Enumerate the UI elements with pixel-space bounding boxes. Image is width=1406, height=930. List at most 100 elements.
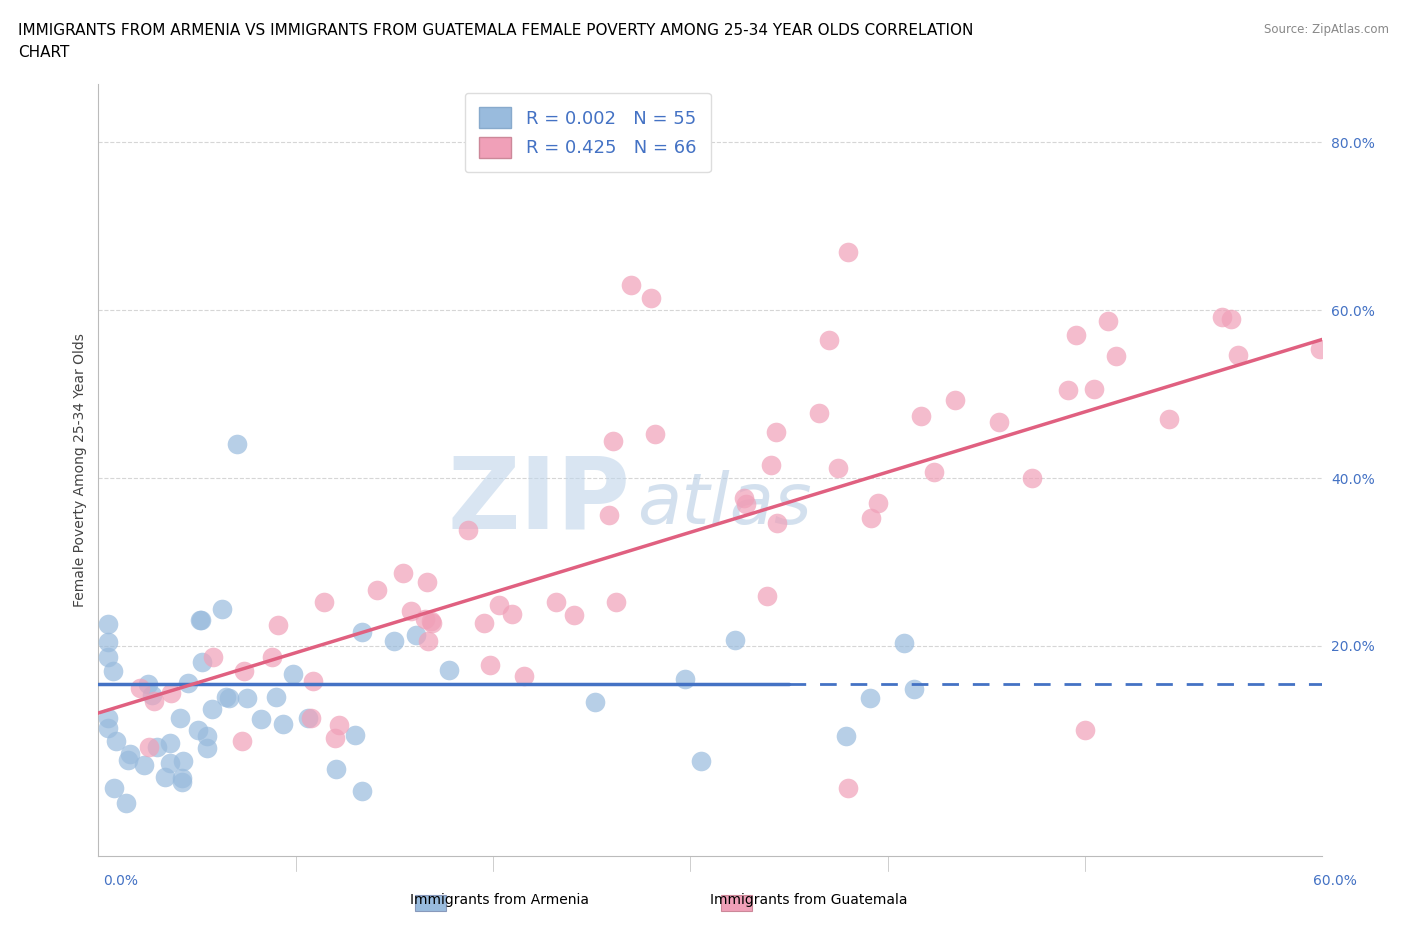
Point bbox=[859, 691, 882, 706]
Point bbox=[160, 685, 183, 700]
Point bbox=[172, 753, 194, 768]
Point bbox=[176, 675, 198, 690]
Point bbox=[735, 497, 758, 512]
Point bbox=[138, 739, 160, 754]
Point bbox=[399, 604, 422, 618]
Text: ZIP: ZIP bbox=[447, 452, 630, 549]
Point bbox=[818, 332, 841, 347]
Point bbox=[159, 756, 181, 771]
Point bbox=[1157, 412, 1180, 427]
Point bbox=[413, 611, 436, 626]
Point bbox=[420, 613, 443, 628]
Point bbox=[214, 689, 236, 704]
Point bbox=[987, 414, 1010, 429]
Legend: R = 0.002   N = 55, R = 0.425   N = 66: R = 0.002 N = 55, R = 0.425 N = 66 bbox=[464, 93, 711, 172]
Point bbox=[808, 405, 831, 420]
Point bbox=[859, 511, 882, 525]
Point bbox=[690, 754, 713, 769]
Point bbox=[190, 654, 212, 669]
Point bbox=[266, 690, 288, 705]
Point bbox=[1226, 347, 1249, 362]
Point bbox=[328, 718, 350, 733]
Point bbox=[232, 664, 254, 679]
Point bbox=[297, 711, 319, 726]
Text: 0.0%: 0.0% bbox=[103, 874, 138, 888]
Text: Immigrants from Armenia: Immigrants from Armenia bbox=[409, 893, 589, 907]
Point bbox=[218, 691, 240, 706]
Point bbox=[644, 427, 666, 442]
Point bbox=[97, 649, 120, 664]
Point bbox=[103, 781, 125, 796]
Point bbox=[323, 730, 346, 745]
Point bbox=[366, 582, 388, 597]
Point bbox=[416, 633, 439, 648]
Point bbox=[172, 775, 194, 790]
Point bbox=[117, 752, 139, 767]
Point bbox=[910, 409, 932, 424]
Point bbox=[134, 758, 156, 773]
Point bbox=[420, 616, 443, 631]
Point bbox=[195, 729, 218, 744]
Point bbox=[765, 515, 787, 530]
Point bbox=[605, 594, 627, 609]
Point bbox=[115, 795, 138, 810]
Point bbox=[202, 649, 225, 664]
Point bbox=[153, 769, 176, 784]
Point bbox=[169, 711, 191, 725]
Point bbox=[159, 736, 181, 751]
Point bbox=[129, 681, 152, 696]
Point bbox=[231, 734, 253, 749]
Point bbox=[922, 464, 945, 479]
Point bbox=[190, 612, 212, 627]
Point bbox=[1064, 327, 1087, 342]
Point bbox=[562, 608, 585, 623]
Point bbox=[724, 632, 747, 647]
Point bbox=[382, 633, 405, 648]
Text: CHART: CHART bbox=[18, 45, 70, 60]
Point bbox=[201, 701, 224, 716]
Point bbox=[143, 694, 166, 709]
Point bbox=[118, 747, 141, 762]
Point bbox=[827, 460, 849, 475]
Point bbox=[583, 695, 606, 710]
Point bbox=[546, 594, 568, 609]
Point bbox=[188, 613, 211, 628]
Point bbox=[437, 663, 460, 678]
Text: IMMIGRANTS FROM ARMENIA VS IMMIGRANTS FROM GUATEMALA FEMALE POVERTY AMONG 25-34 : IMMIGRANTS FROM ARMENIA VS IMMIGRANTS FR… bbox=[18, 23, 973, 38]
Point bbox=[236, 691, 259, 706]
Point bbox=[868, 495, 890, 510]
Point bbox=[598, 508, 620, 523]
Point bbox=[146, 739, 169, 754]
Point bbox=[457, 523, 479, 538]
Point bbox=[105, 734, 128, 749]
Point bbox=[1074, 723, 1097, 737]
Point bbox=[187, 723, 209, 737]
Point bbox=[1211, 310, 1233, 325]
Point bbox=[415, 574, 437, 589]
Point bbox=[488, 598, 510, 613]
Point bbox=[302, 673, 325, 688]
Point bbox=[281, 667, 304, 682]
Point bbox=[1083, 381, 1105, 396]
Point bbox=[837, 244, 859, 259]
Point bbox=[1309, 341, 1331, 356]
Point bbox=[943, 392, 966, 407]
Text: atlas: atlas bbox=[637, 470, 811, 538]
Point bbox=[755, 589, 778, 604]
Point bbox=[893, 636, 915, 651]
Point bbox=[170, 771, 193, 786]
Point bbox=[325, 762, 347, 777]
Point bbox=[260, 650, 283, 665]
Point bbox=[835, 728, 858, 743]
Point bbox=[472, 616, 495, 631]
Point bbox=[765, 425, 787, 440]
Point bbox=[350, 783, 373, 798]
Text: 60.0%: 60.0% bbox=[1313, 874, 1357, 888]
Point bbox=[225, 437, 247, 452]
Point bbox=[141, 688, 163, 703]
Text: Immigrants from Guatemala: Immigrants from Guatemala bbox=[710, 893, 907, 907]
Point bbox=[197, 740, 219, 755]
Point bbox=[1056, 383, 1078, 398]
Point bbox=[352, 624, 374, 639]
Y-axis label: Female Poverty Among 25-34 Year Olds: Female Poverty Among 25-34 Year Olds bbox=[73, 333, 87, 606]
